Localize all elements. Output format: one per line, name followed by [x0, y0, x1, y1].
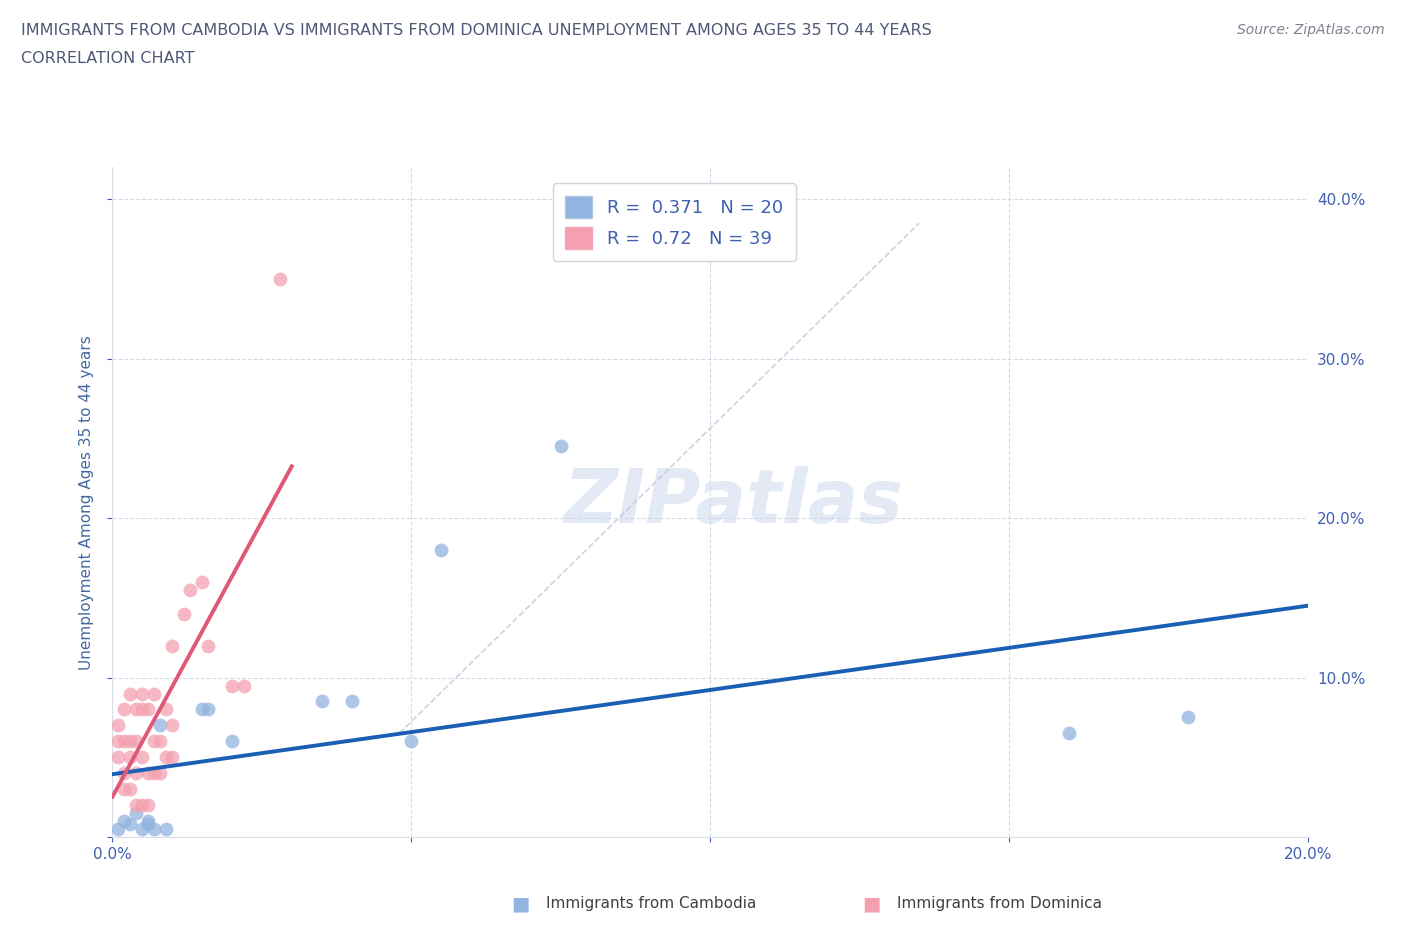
Point: [138, 765, 160, 780]
Point: [191, 575, 214, 590]
Point: [149, 765, 172, 780]
Legend: R =  0.371   N = 20, R =  0.72   N = 39: R = 0.371 N = 20, R = 0.72 N = 39: [553, 183, 796, 261]
Point: [131, 686, 153, 701]
Point: [179, 582, 201, 597]
Text: ■: ■: [510, 895, 530, 913]
Point: [125, 734, 148, 749]
Point: [143, 734, 166, 749]
Point: [311, 694, 333, 709]
Point: [232, 678, 256, 693]
Point: [155, 702, 177, 717]
Point: [143, 686, 166, 701]
Point: [131, 750, 153, 764]
Point: [430, 542, 453, 557]
Point: [143, 821, 166, 836]
Point: [269, 272, 291, 286]
Point: [138, 814, 160, 829]
Point: [131, 702, 153, 717]
Text: CORRELATION CHART: CORRELATION CHART: [21, 51, 194, 66]
Text: Immigrants from Dominica: Immigrants from Dominica: [897, 897, 1102, 911]
Point: [401, 734, 423, 749]
Point: [107, 750, 129, 764]
Point: [550, 439, 572, 454]
Text: Immigrants from Cambodia: Immigrants from Cambodia: [546, 897, 756, 911]
Point: [149, 718, 172, 733]
Point: [125, 798, 148, 813]
Point: [114, 734, 135, 749]
Point: [125, 702, 148, 717]
Point: [138, 702, 160, 717]
Point: [162, 638, 183, 653]
Point: [1177, 710, 1199, 724]
Point: [191, 702, 214, 717]
Point: [197, 638, 219, 653]
Point: [173, 606, 195, 621]
Point: [114, 702, 135, 717]
Point: [120, 782, 142, 797]
Point: [162, 718, 183, 733]
Point: [107, 821, 129, 836]
Point: [120, 817, 142, 831]
Point: [120, 734, 142, 749]
Text: ZIPatlas: ZIPatlas: [564, 466, 904, 538]
Point: [125, 805, 148, 820]
Point: [221, 734, 243, 749]
Point: [138, 817, 160, 831]
Point: [120, 686, 142, 701]
Point: [138, 798, 160, 813]
Text: IMMIGRANTS FROM CAMBODIA VS IMMIGRANTS FROM DOMINICA UNEMPLOYMENT AMONG AGES 35 : IMMIGRANTS FROM CAMBODIA VS IMMIGRANTS F…: [21, 23, 932, 38]
Point: [155, 821, 177, 836]
Point: [131, 821, 153, 836]
Point: [114, 765, 135, 780]
Point: [143, 765, 166, 780]
Point: [114, 782, 135, 797]
Point: [197, 702, 219, 717]
Point: [221, 678, 243, 693]
Point: [1057, 726, 1080, 741]
Point: [107, 718, 129, 733]
Point: [131, 798, 153, 813]
Point: [340, 694, 363, 709]
Point: [125, 765, 148, 780]
Point: [114, 814, 135, 829]
Y-axis label: Unemployment Among Ages 35 to 44 years: Unemployment Among Ages 35 to 44 years: [79, 335, 94, 670]
Point: [155, 750, 177, 764]
Point: [107, 734, 129, 749]
Point: [149, 734, 172, 749]
Point: [162, 750, 183, 764]
Point: [120, 750, 142, 764]
Text: Source: ZipAtlas.com: Source: ZipAtlas.com: [1237, 23, 1385, 37]
Text: ■: ■: [862, 895, 882, 913]
